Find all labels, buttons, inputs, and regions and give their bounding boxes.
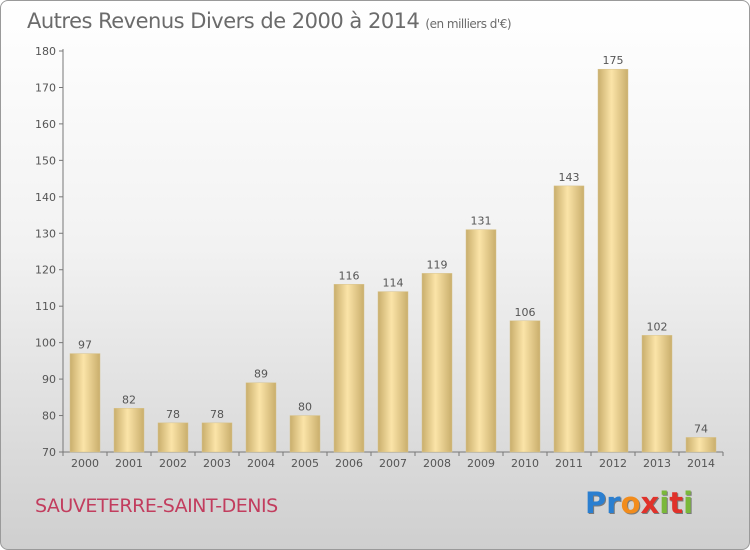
x-tick-label: 2014 — [687, 457, 715, 470]
y-tick-label: 80 — [42, 410, 56, 423]
data-label: 143 — [559, 171, 580, 184]
logo-letter: x — [640, 486, 660, 520]
data-label: 89 — [254, 368, 268, 381]
x-tick-label: 2002 — [159, 457, 187, 470]
bar-2005 — [289, 415, 321, 453]
bars: 97 82 78 78 89 80 116 114 119 131 106 143 175 102 74 — [69, 54, 717, 453]
data-label: 97 — [78, 339, 92, 352]
x-tick-label: 2009 — [467, 457, 495, 470]
bar-2008 — [421, 273, 453, 453]
bar-2001 — [113, 408, 145, 453]
x-tick-label: 2008 — [423, 457, 451, 470]
bar-2002 — [157, 422, 189, 453]
bar-2007 — [377, 291, 409, 453]
x-tick-label: 2011 — [555, 457, 583, 470]
logo-letter: P — [585, 486, 607, 520]
bar-2014 — [685, 437, 717, 453]
data-label: 175 — [603, 54, 624, 67]
bar-2012 — [597, 68, 629, 453]
bar-2003 — [201, 422, 233, 453]
logo-letter: t — [669, 486, 684, 520]
logo-letter: i — [683, 486, 694, 520]
bar-2000 — [69, 353, 101, 453]
x-tick-label: 2005 — [291, 457, 319, 470]
y-tick-label: 170 — [35, 81, 56, 94]
x-tick-label: 2000 — [71, 457, 99, 470]
chart-title-text: Autres Revenus Divers de 2000 à 2014 — [27, 9, 420, 33]
chart-subtitle: (en milliers d'€) — [425, 17, 512, 31]
x-tick-label: 2004 — [247, 457, 275, 470]
logo-letter: o — [620, 486, 641, 520]
y-tick-label: 130 — [35, 227, 56, 240]
y-tick-label: 140 — [35, 191, 56, 204]
proxiti-logo[interactable]: Proxiti — [585, 486, 693, 520]
y-tick-label: 100 — [35, 337, 56, 350]
axes: 70 80 90 100 110 120 130 140 150 160 170 180 2000 200… — [35, 45, 724, 470]
x-tick-label: 2012 — [599, 457, 627, 470]
data-label: 78 — [166, 408, 180, 421]
y-tick-label: 70 — [42, 446, 56, 459]
bar-2011 — [553, 185, 585, 453]
bar-2010 — [509, 320, 541, 453]
bar-2006 — [333, 284, 365, 453]
data-label: 102 — [647, 320, 668, 333]
data-label: 131 — [471, 215, 492, 228]
data-label: 116 — [339, 269, 360, 282]
logo-letter: i — [659, 486, 670, 520]
x-tick-label: 2013 — [643, 457, 671, 470]
data-label: 106 — [515, 306, 536, 319]
y-tick-label: 160 — [35, 118, 56, 131]
data-label: 119 — [427, 258, 448, 271]
x-tick-label: 2010 — [511, 457, 539, 470]
commune-name: SAUVETERRE-SAINT-DENIS — [35, 495, 278, 517]
logo-letter: r — [606, 486, 621, 520]
data-label: 114 — [383, 277, 404, 290]
x-tick-label: 2006 — [335, 457, 363, 470]
chart-title: Autres Revenus Divers de 2000 à 2014 (en … — [27, 9, 512, 33]
x-tick-label: 2007 — [379, 457, 407, 470]
data-label: 82 — [122, 393, 136, 406]
x-tick-label: 2001 — [115, 457, 143, 470]
y-tick-label: 150 — [35, 154, 56, 167]
data-label: 78 — [210, 408, 224, 421]
y-tick-label: 180 — [35, 45, 56, 58]
data-label: 80 — [298, 401, 312, 414]
data-label: 74 — [694, 422, 708, 435]
y-tick-label: 90 — [42, 373, 56, 386]
bar-2004 — [245, 382, 277, 453]
y-tick-label: 120 — [35, 264, 56, 277]
bar-2009 — [465, 229, 497, 453]
x-tick-label: 2003 — [203, 457, 231, 470]
y-tick-label: 110 — [35, 300, 56, 313]
bar-2013 — [641, 335, 673, 453]
